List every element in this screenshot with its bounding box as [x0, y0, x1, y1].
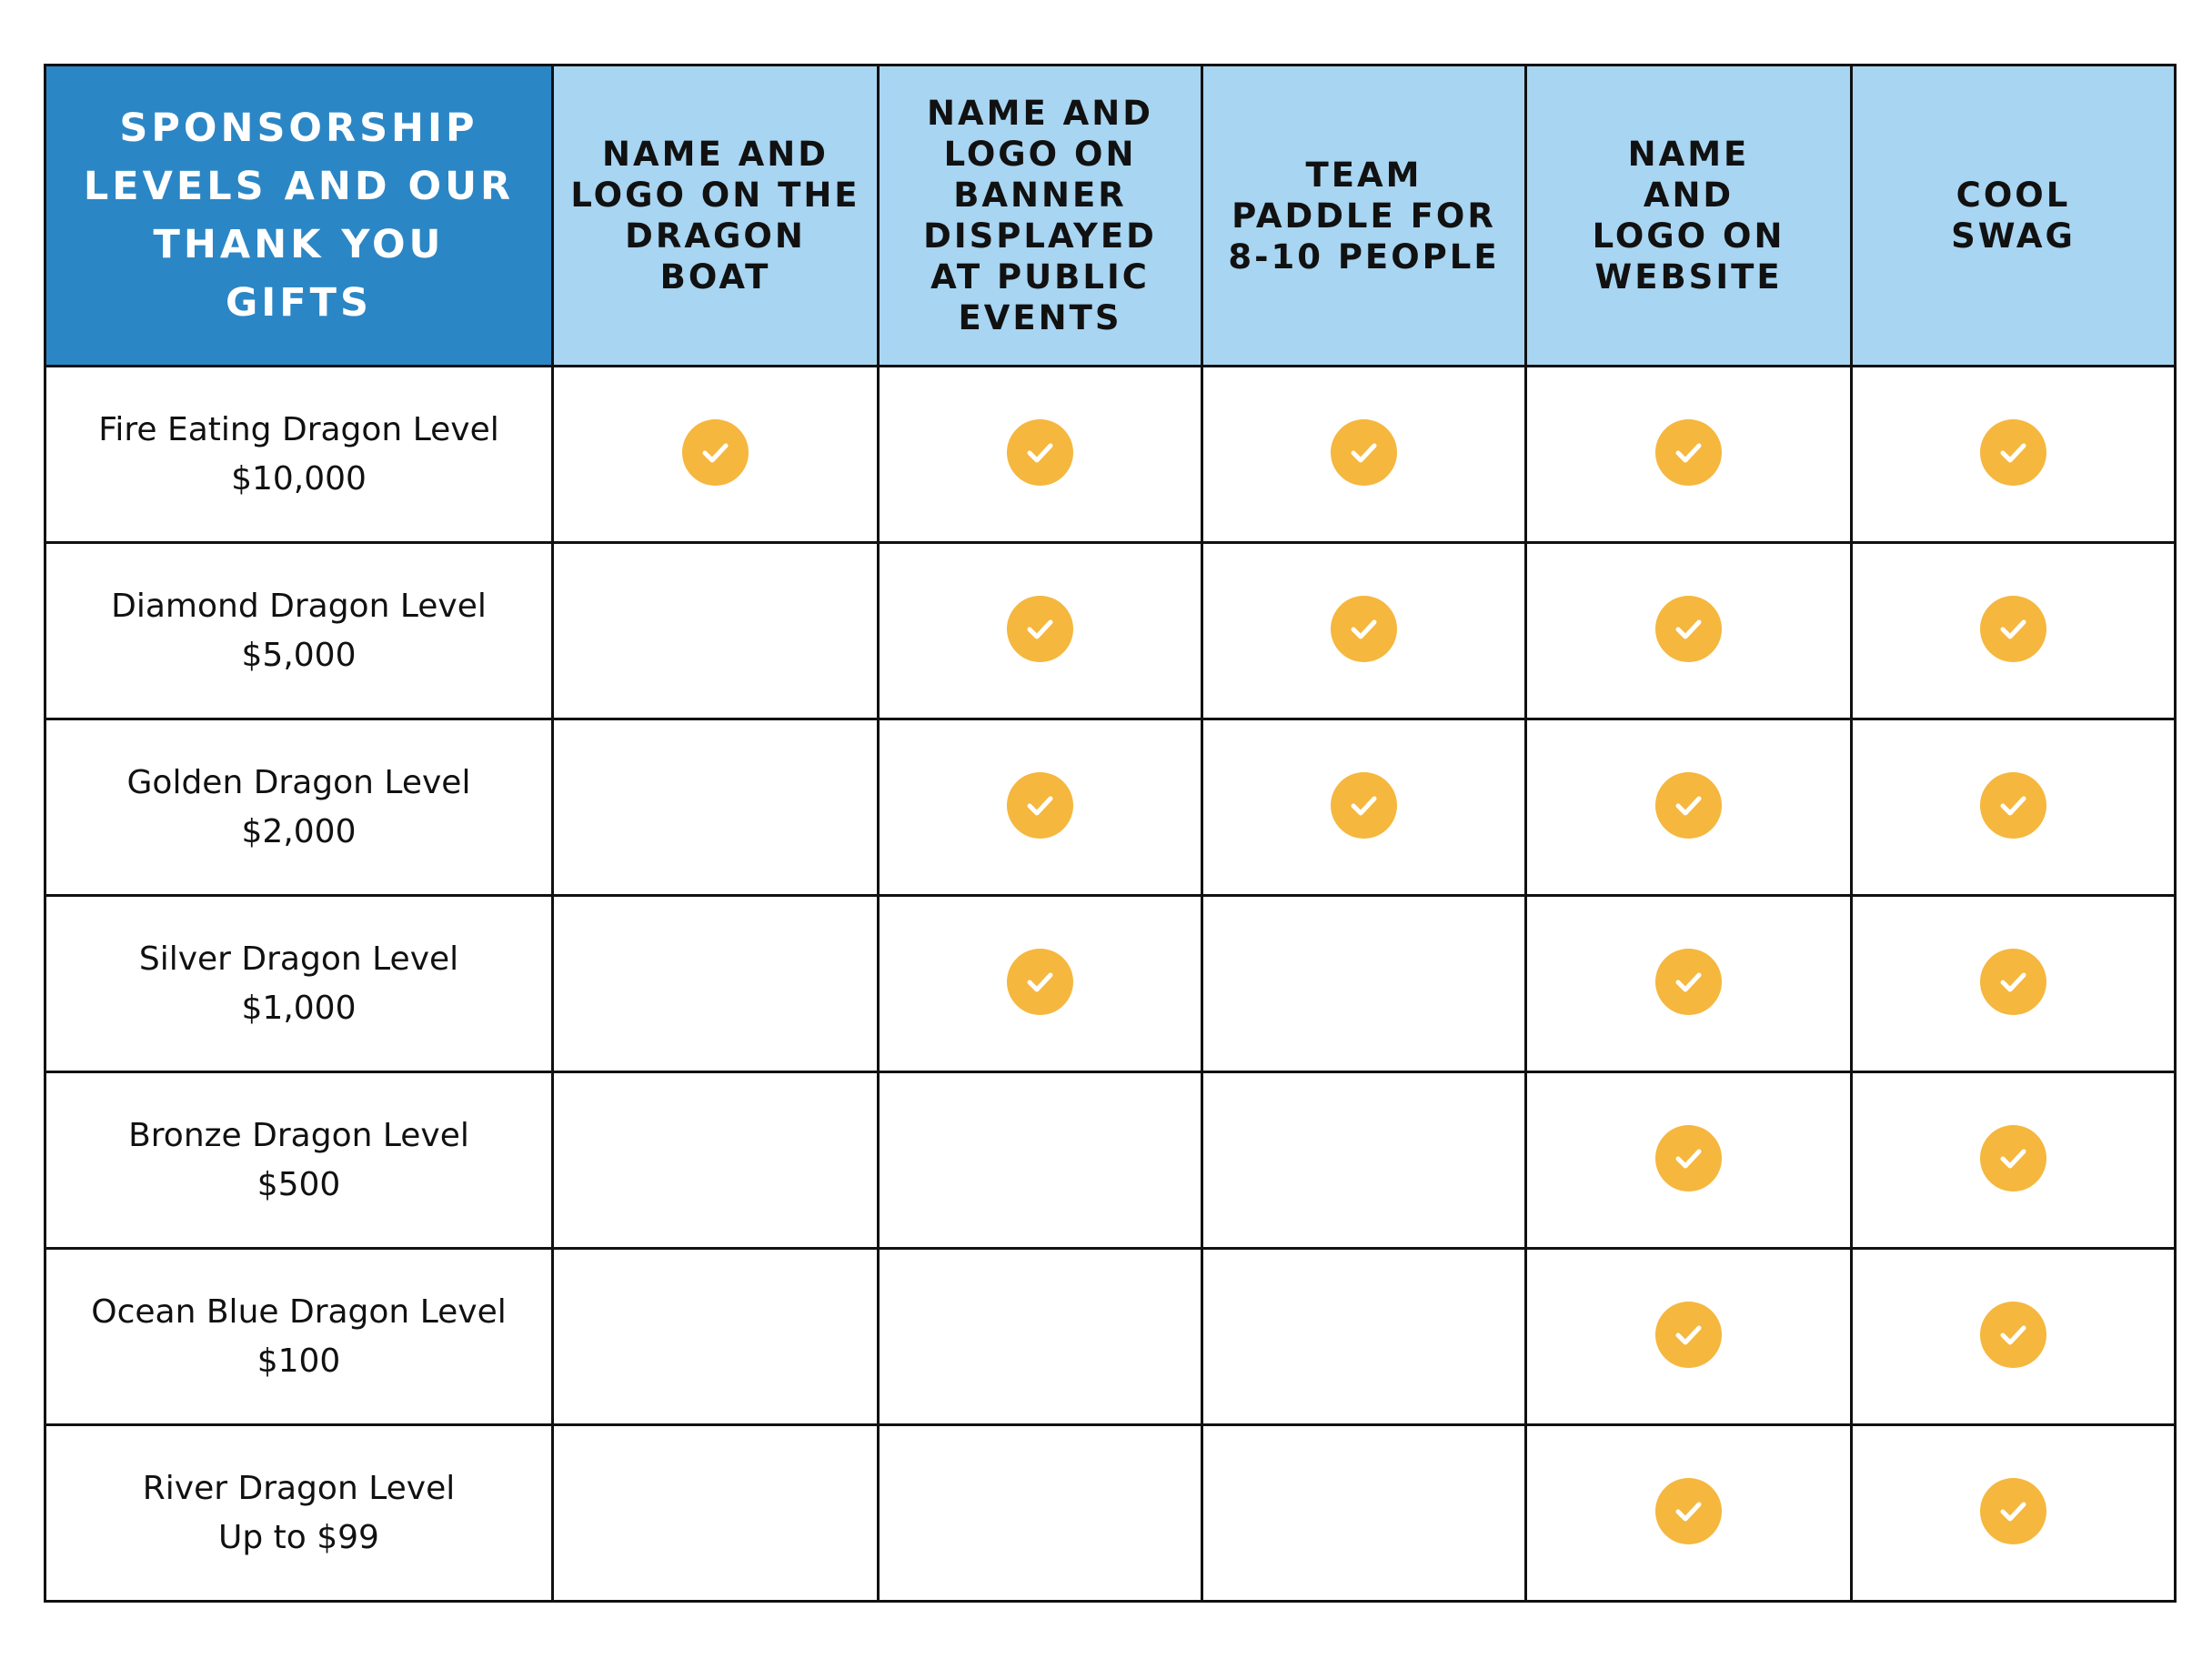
benefit-cell: [551, 1071, 880, 1250]
table-row: River Dragon Level Up to $99: [44, 1423, 2177, 1603]
benefit-cell: [1850, 1423, 2177, 1603]
benefit-cell: [1524, 1247, 1853, 1426]
table-row: Silver Dragon Level $1,000: [44, 894, 2177, 1073]
level-name: Golden Dragon Level: [126, 763, 471, 801]
column-header-boat: NAME AND LOGO ON THE DRAGON BOAT: [551, 64, 880, 367]
check-circle-icon: [1331, 596, 1397, 662]
benefit-cell: [1201, 1423, 1527, 1603]
level-name: Bronze Dragon Level: [128, 1116, 469, 1154]
level-amount: Up to $99: [218, 1518, 379, 1556]
benefit-cell: [1524, 1423, 1853, 1603]
level-name: Fire Eating Dragon Level: [98, 410, 499, 448]
level-cell: Diamond Dragon Level $5,000: [44, 541, 554, 720]
benefit-cell: [1201, 1247, 1527, 1426]
benefit-cell: [1850, 1247, 2177, 1426]
column-header-banner: NAME AND LOGO ON BANNER DISPLAYED AT PUB…: [877, 64, 1203, 367]
benefit-cell: [551, 365, 880, 544]
check-circle-icon: [682, 419, 749, 486]
check-circle-icon: [1980, 772, 2046, 839]
benefit-cell: [1850, 541, 2177, 720]
benefit-cell: [1524, 718, 1853, 897]
benefit-cell: [877, 541, 1203, 720]
benefit-cell: [877, 1071, 1203, 1250]
benefit-cell: [1524, 541, 1853, 720]
corner-header: SPONSORSHIP LEVELS AND OUR THANK YOU GIF…: [44, 64, 554, 367]
check-circle-icon: [1655, 419, 1722, 486]
benefit-cell: [1524, 1071, 1853, 1250]
benefit-cell: [551, 894, 880, 1073]
table-row: Golden Dragon Level $2,000: [44, 718, 2177, 897]
benefit-cell: [877, 718, 1203, 897]
level-cell: Bronze Dragon Level $500: [44, 1071, 554, 1250]
check-circle-icon: [1980, 1478, 2046, 1544]
check-circle-icon: [1007, 949, 1073, 1015]
table-row: Ocean Blue Dragon Level $100: [44, 1247, 2177, 1426]
benefit-cell: [877, 894, 1203, 1073]
benefit-cell: [1201, 1071, 1527, 1250]
sponsorship-table: SPONSORSHIP LEVELS AND OUR THANK YOU GIF…: [44, 64, 2177, 1603]
column-header-swag: COOL SWAG: [1850, 64, 2177, 367]
level-amount: $100: [256, 1342, 341, 1380]
check-circle-icon: [1331, 419, 1397, 486]
benefit-cell: [1524, 365, 1853, 544]
check-circle-icon: [1655, 596, 1722, 662]
check-circle-icon: [1007, 772, 1073, 839]
benefit-cell: [1850, 894, 2177, 1073]
check-circle-icon: [1980, 1125, 2046, 1191]
level-amount: $500: [256, 1165, 341, 1203]
benefit-cell: [1201, 894, 1527, 1073]
check-circle-icon: [1980, 596, 2046, 662]
benefit-cell: [877, 365, 1203, 544]
check-circle-icon: [1980, 949, 2046, 1015]
level-cell: Golden Dragon Level $2,000: [44, 718, 554, 897]
level-amount: $5,000: [241, 636, 357, 674]
benefit-cell: [551, 718, 880, 897]
level-cell: Silver Dragon Level $1,000: [44, 894, 554, 1073]
table-row: Bronze Dragon Level $500: [44, 1071, 2177, 1250]
check-circle-icon: [1655, 1125, 1722, 1191]
benefit-cell: [877, 1423, 1203, 1603]
level-cell: Fire Eating Dragon Level $10,000: [44, 365, 554, 544]
column-header-website: NAME AND LOGO ON WEBSITE: [1524, 64, 1853, 367]
check-circle-icon: [1007, 596, 1073, 662]
benefit-cell: [551, 1247, 880, 1426]
check-circle-icon: [1980, 1302, 2046, 1368]
level-cell: River Dragon Level Up to $99: [44, 1423, 554, 1603]
benefit-cell: [551, 1423, 880, 1603]
check-circle-icon: [1980, 419, 2046, 486]
level-amount: $10,000: [231, 459, 367, 498]
check-circle-icon: [1331, 772, 1397, 839]
level-amount: $2,000: [241, 812, 357, 850]
table-row: Fire Eating Dragon Level $10,000: [44, 365, 2177, 544]
benefit-cell: [1201, 365, 1527, 544]
check-circle-icon: [1655, 1478, 1722, 1544]
level-name: Ocean Blue Dragon Level: [91, 1292, 507, 1331]
header-row: SPONSORSHIP LEVELS AND OUR THANK YOU GIF…: [44, 64, 2177, 367]
benefit-cell: [1524, 894, 1853, 1073]
level-cell: Ocean Blue Dragon Level $100: [44, 1247, 554, 1426]
column-header-paddle: TEAM PADDLE FOR 8-10 PEOPLE: [1201, 64, 1527, 367]
table-row: Diamond Dragon Level $5,000: [44, 541, 2177, 720]
check-circle-icon: [1655, 772, 1722, 839]
level-name: Silver Dragon Level: [138, 940, 459, 978]
level-name: Diamond Dragon Level: [111, 587, 487, 625]
level-amount: $1,000: [241, 989, 357, 1027]
benefit-cell: [1850, 365, 2177, 544]
benefit-cell: [1850, 1071, 2177, 1250]
benefit-cell: [551, 541, 880, 720]
benefit-cell: [1201, 718, 1527, 897]
benefit-cell: [1850, 718, 2177, 897]
level-name: River Dragon Level: [142, 1469, 456, 1507]
benefit-cell: [1201, 541, 1527, 720]
benefit-cell: [877, 1247, 1203, 1426]
check-circle-icon: [1655, 1302, 1722, 1368]
check-circle-icon: [1655, 949, 1722, 1015]
check-circle-icon: [1007, 419, 1073, 486]
